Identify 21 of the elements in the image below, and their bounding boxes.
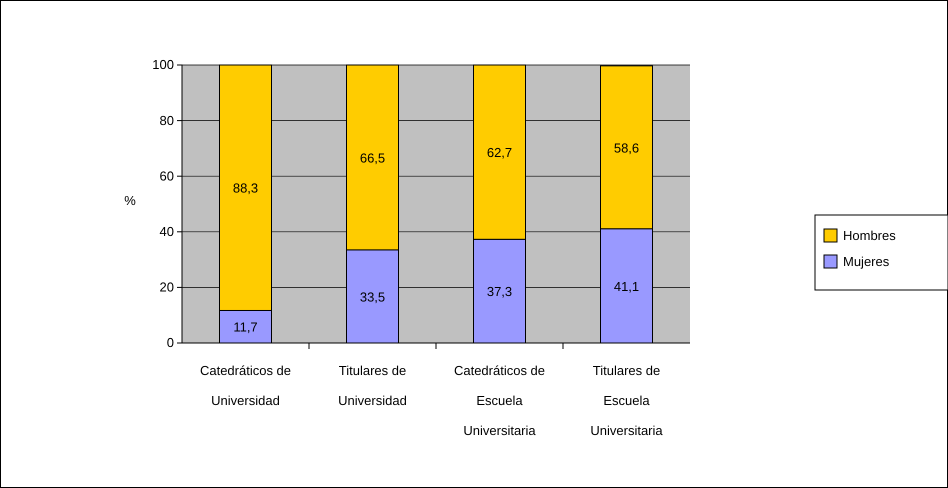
y-tick-label: 100: [152, 57, 174, 72]
data-label: 37,3: [486, 284, 512, 300]
y-tick-label: 40: [160, 224, 174, 239]
legend-label: Mujeres: [843, 254, 890, 269]
legend-label: Hombres: [843, 228, 896, 243]
data-label: 11,7: [233, 320, 258, 335]
x-tick-label: Titulares de Escuela Universitaria: [590, 363, 664, 438]
data-label: 88,3: [232, 180, 258, 196]
data-label: 41,1: [614, 278, 640, 294]
x-tick-label: Catedráticos de Universidad: [200, 363, 292, 408]
x-tick-label: Titulares de Universidad: [338, 363, 407, 408]
y-tick-label: 20: [160, 280, 174, 295]
y-tick-label: 0: [166, 335, 174, 350]
y-axis-title: %: [124, 193, 136, 208]
y-tick-label: 60: [160, 168, 174, 184]
y-tick-label: 80: [160, 112, 174, 128]
data-label: 66,5: [360, 150, 386, 166]
data-label: 33,5: [360, 289, 386, 304]
x-tick-label: Catedráticos de Escuela Universitaria: [454, 363, 546, 438]
data-label: 62,7: [486, 145, 512, 160]
data-label: 58,6: [614, 140, 640, 156]
